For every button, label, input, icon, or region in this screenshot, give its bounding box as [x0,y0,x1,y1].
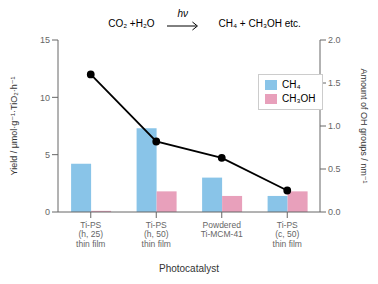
svg-text:PowderedTi-MCM-41: PowderedTi-MCM-41 [201,220,243,240]
svg-text:Ti-PS(c, 50)thin film: Ti-PS(c, 50)thin film [273,220,302,250]
svg-text:0.0: 0.0 [328,207,341,217]
html-text:CH₄: CH₄ [282,79,301,90]
svg-text:5: 5 [45,150,50,160]
svg-text:0.5: 0.5 [328,164,341,174]
svg-text:2.0: 2.0 [328,35,341,45]
svg-text:0: 0 [45,207,50,217]
svg-text:Ti-PS(h, 25)thin film: Ti-PS(h, 25)thin film [76,220,105,250]
svg-text:Ti-PS(h, 50)thin film: Ti-PS(h, 50)thin film [142,220,171,250]
svg-text:15: 15 [40,35,50,45]
svg-text:Photocatalyst: Photocatalyst [159,263,219,274]
html-text:CH₃OH: CH₃OH [282,93,316,104]
svg-text:10: 10 [40,93,50,103]
svg-text:1.0: 1.0 [328,121,341,131]
svg-text:Yield / μmol·g⁻¹·TiO₂·h⁻¹: Yield / μmol·g⁻¹·TiO₂·h⁻¹ [9,76,19,175]
html-text:hν: hν [177,8,188,19]
html-text:CH₄ + CH₃OH etc.: CH₄ + CH₃OH etc. [218,18,301,29]
svg-text:Amount of OH groups / nm⁻¹: Amount of OH groups / nm⁻¹ [359,69,369,184]
svg-text:1.5: 1.5 [328,78,341,88]
html-text:CO₂ +H₂O: CO₂ +H₂O [108,18,155,29]
